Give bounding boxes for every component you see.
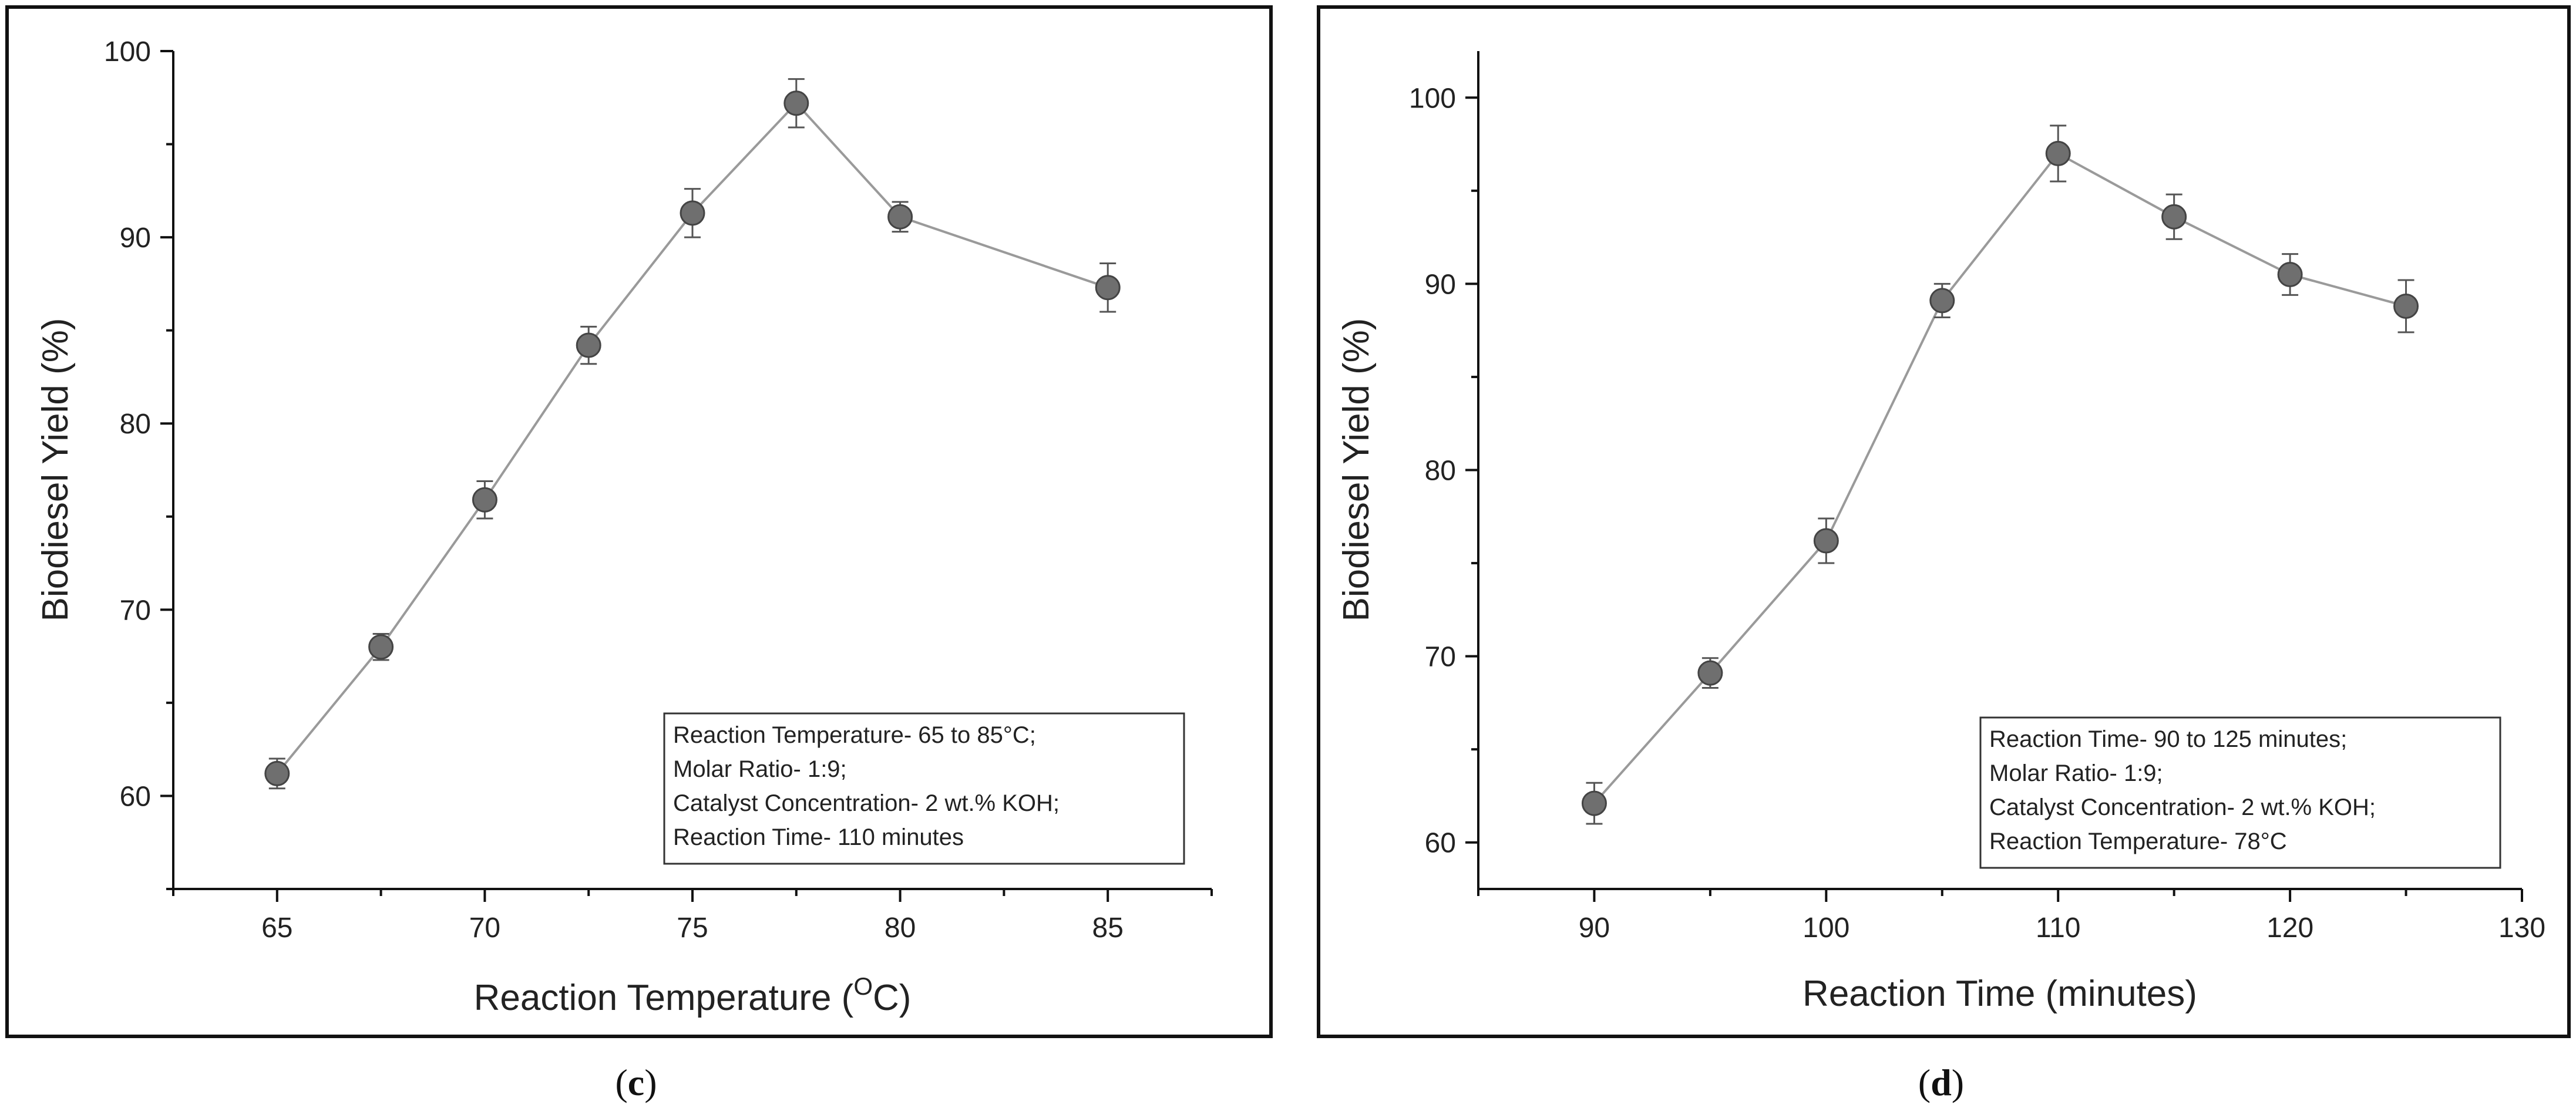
panel-d-data-points [1581,124,2419,825]
panel-c-caption-letter: c [628,1062,644,1103]
panel-d-marker [1581,790,1607,816]
panel-c-caption-open: ( [615,1062,627,1103]
panel-c-legend: Reaction Temperature- 65 to 85°C; Molar … [663,712,1185,865]
panel-c-y-tick-label: 90 [120,223,151,254]
panel-d-legend-line-3: Catalyst Concentration- 2 wt.% KOH; [1989,794,2376,820]
panel-c-legend-line-3: Catalyst Concentration- 2 wt.% KOH; [673,790,1060,816]
panel-c-data-point [680,188,705,238]
panel-d-legend-line-2: Molar Ratio- 1:9; [1989,760,2163,786]
panel-c-marker [368,634,394,660]
panel-c-x-axis-title: Reaction Temperature (OC) [474,972,912,1018]
panel-c: 65 70 75 80 85 60 70 80 90 100 Reaction Temperat… [5,5,1273,1103]
panel-d-marker [1813,528,1839,554]
panel-c-marker [680,200,705,226]
panel-d: 90 100 110 120 130 60 70 80 90 100 Reaction Time… [1317,5,2571,1103]
panel-c-y-tick-label: 60 [120,781,151,812]
panel-d-x-tick-label: 90 [1579,912,1610,944]
panel-c-x-tick-label: 75 [677,912,708,944]
panel-d-marker [2277,262,2303,288]
panel-d-legend-box [1979,716,2501,869]
panel-c-caption-close: ) [644,1062,657,1103]
panel-c-data-point [472,480,497,520]
panel-d-legend-line-4: Reaction Temperature- 78°C [1989,829,2287,854]
panel-c-y-tick-label: 100 [104,36,151,68]
panel-c-x-tick-label: 65 [261,912,292,944]
panel-d-frame [1317,5,2571,1038]
panel-d-x-tick-label: 110 [2036,912,2081,944]
panel-d-series-line [1593,151,2407,804]
panel-c-data-point [1095,262,1121,313]
panel-c-x-ticks: 65 70 75 80 85 [172,889,1213,944]
panel-d-y-tick-label: 100 [1409,83,1456,114]
panel-c-y-tick-label: 80 [120,409,151,440]
panel-d-marker [2161,204,2187,230]
panel-c-legend-line-1: Reaction Temperature- 65 to 85°C; [673,722,1036,748]
panel-d-data-point [2393,279,2419,334]
panel-c-y-axis-title: Biodiesel Yield (%) [35,318,76,622]
panel-c-marker [783,90,809,116]
panel-d-data-point [2161,193,2187,240]
panel-c-data-point [783,78,809,129]
panel-d-caption-close: ) [1952,1062,1964,1103]
panel-d-legend-line-1: Reaction Time- 90 to 125 minutes; [1989,726,2347,752]
panel-c-y-ticks: 60 70 80 90 100 [104,36,173,890]
panel-c-marker [472,487,497,513]
panel-d-caption: (d) [1918,1062,1964,1103]
panel-d-y-axis-title: Biodiesel Yield (%) [1336,318,1377,622]
panel-c-x-tick-label: 80 [885,912,916,944]
panel-c-x-axis-title-suffix: C) [873,978,911,1018]
panel-c-marker [576,332,601,358]
panel-d-marker [2393,293,2419,319]
panel-d-caption-letter: d [1931,1062,1952,1103]
panel-c-caption: (c) [615,1062,657,1103]
panel-d-data-point [1929,282,1955,318]
panel-c-data-point [264,757,290,790]
panel-d-x-tick-label: 100 [1802,912,1849,944]
panel-d-marker [2045,140,2071,166]
panel-c-legend-box [663,712,1185,865]
panel-c-marker [264,760,290,786]
panel-d-y-tick-label: 90 [1425,269,1456,300]
panel-d-x-axis-title: Reaction Time (minutes) [1802,974,2197,1014]
panel-c-marker [1095,275,1121,301]
panel-d-y-tick-label: 80 [1425,456,1456,487]
panel-d-legend: Reaction Time- 90 to 125 minutes; Molar … [1979,716,2501,869]
panel-d-data-point [1813,517,1839,564]
panel-c-y-tick-label: 70 [120,595,151,626]
panel-c-series-line [276,101,1108,774]
panel-c-legend-line-2: Molar Ratio- 1:9; [673,756,847,782]
panel-c-marker [887,204,913,230]
panel-d-y-ticks: 60 70 80 90 100 [1409,83,1478,859]
panel-c-data-point [368,633,394,661]
panel-c-frame [5,5,1273,1038]
panel-d-data-point [2045,124,2071,183]
panel-d-data-point [1697,657,1723,689]
panel-c-legend-line-4: Reaction Time- 110 minutes [673,824,964,850]
panel-c-x-tick-label: 70 [469,912,500,944]
panel-d-caption-open: ( [1918,1062,1931,1103]
panel-c-x-axis-title-superscript: O [853,972,873,1000]
panel-d-x-tick-label: 130 [2498,912,2545,944]
panel-c-data-points [264,78,1121,790]
panel-c-x-axis-title-main: Reaction Temperature ( [474,978,854,1018]
panel-d-y-tick-label: 60 [1425,828,1456,859]
panel-d-x-tick-label: 120 [2266,912,2313,944]
panel-d-x-ticks: 90 100 110 120 130 [1477,889,2545,944]
panel-c-data-point [576,325,601,365]
panel-c-data-point [887,201,913,233]
panel-d-y-tick-label: 70 [1425,642,1456,673]
panel-c-x-tick-label: 85 [1092,912,1124,944]
panel-d-data-point [1581,782,1607,825]
panel-d-marker [1929,288,1955,314]
panel-d-data-point [2277,253,2303,296]
panel-d-marker [1697,660,1723,686]
